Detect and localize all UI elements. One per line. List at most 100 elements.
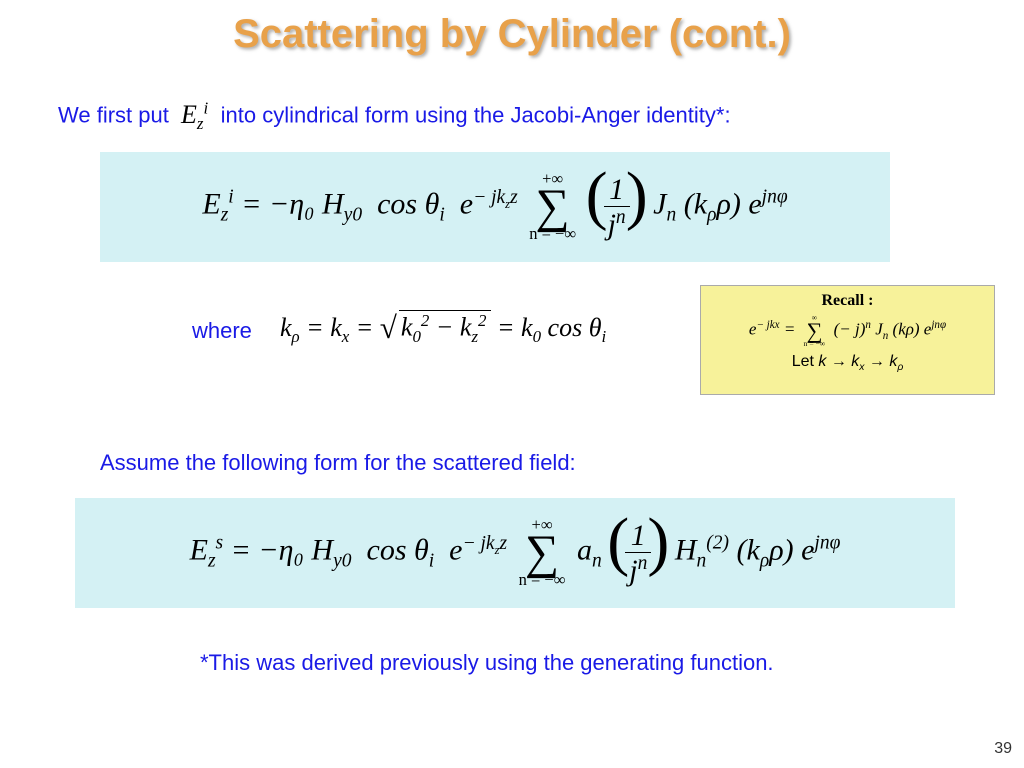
rc-sumb: n = −∞ <box>804 340 826 348</box>
kr-ras: 0 <box>412 327 420 346</box>
equation-2: Ezs = −η₀ Hy0 cos θi e− jkzz +∞ ∑ n = −∞… <box>190 517 841 588</box>
sigma-icon: ∑ <box>519 534 566 572</box>
rc-arg: (kρ) e <box>893 320 932 339</box>
e1-arg: (k <box>684 188 707 221</box>
e2-sumb: n = −∞ <box>519 572 566 589</box>
e2-arg: (k <box>737 534 760 567</box>
e2-dens: n <box>638 553 648 574</box>
e2-Hs: n <box>697 551 707 572</box>
kr-rbs: z <box>471 327 478 346</box>
e1-exp2: e <box>748 188 761 221</box>
krho-equation: kρ = kx = √k02 − kz2 = k0 cos θi <box>280 310 606 347</box>
e2-lhs: E <box>190 534 208 567</box>
e1-cossub: i <box>439 205 444 226</box>
where-label: where <box>192 318 252 344</box>
e2-a: a <box>577 534 592 567</box>
kr-eq2: = <box>356 313 380 342</box>
assume-text: Assume the following form for the scatte… <box>100 450 576 476</box>
equation-1: Ezi = −η₀ Hy0 cos θi e− jkzz +∞ ∑ n = −∞… <box>202 171 787 242</box>
sigma-icon: ∑ <box>804 322 826 340</box>
e2-frac: 1 jn <box>625 519 651 587</box>
e1-sumbot: n = −∞ <box>529 226 576 243</box>
rc-exps: jnφ <box>931 319 946 331</box>
e2-exp1: e <box>449 534 462 567</box>
e1-num: 1 <box>604 173 630 207</box>
kr-k1s: ρ <box>292 327 300 346</box>
page-number: 39 <box>994 740 1012 758</box>
e2-sum: +∞ ∑ n = −∞ <box>519 517 566 588</box>
e2-lhsp: s <box>216 533 224 554</box>
kr-sqrt: k02 − kz2 <box>399 310 491 347</box>
kr-eq: = k <box>306 313 342 342</box>
rc-Js: n <box>883 330 889 342</box>
intro-post: into cylindrical form using the Jacobi-A… <box>221 103 731 128</box>
recall-box: Recall : e− jkx = ∞ ∑ n = −∞ (− j)n Jn (… <box>700 285 995 395</box>
e1-exp1s: − jk <box>473 187 505 208</box>
kr-k3s: 0 <box>533 327 541 346</box>
e1-exp1: e <box>460 188 473 221</box>
e2-coss: i <box>429 551 434 572</box>
rc-eq: = <box>784 320 800 339</box>
e1-denb: j <box>608 208 616 241</box>
sym-sup: i <box>203 98 208 117</box>
kr-k2s: x <box>342 327 350 346</box>
e2-lhss: z <box>208 551 216 572</box>
e2-exp2: e <box>801 534 814 567</box>
slide-title: Scattering by Cylinder (cont.) <box>0 0 1024 57</box>
e1-sum: +∞ ∑ n = −∞ <box>529 171 576 242</box>
recall-eq: e− jkx = ∞ ∑ n = −∞ (− j)n Jn (kρ) ejnφ <box>709 314 986 347</box>
rc-J: J <box>875 320 883 339</box>
e2-exp2s: jnφ <box>814 533 840 554</box>
e1-dens: n <box>616 207 626 228</box>
kr-min: − k <box>429 313 471 342</box>
e1-pre: = −η₀ H <box>241 188 343 221</box>
e2-hsub: y0 <box>333 551 351 572</box>
kr-k1: k <box>280 313 292 342</box>
intro-text: We first put Ezi into cylindrical form u… <box>58 98 731 134</box>
equation-box-1: Ezi = −η₀ Hy0 cos θi e− jkzz +∞ ∑ n = −∞… <box>100 152 890 262</box>
e1-exp2s: jnφ <box>762 187 788 208</box>
e2-argt: ρ) <box>769 534 793 567</box>
e2-den: jn <box>625 553 651 587</box>
rc-letpre: Let <box>792 353 819 370</box>
kr-cos: cos θ <box>548 313 602 342</box>
rc-t1: (− j) <box>834 320 866 339</box>
e2-e1st: z <box>500 533 508 554</box>
rc-letb: k → k <box>818 353 859 370</box>
kr-rbp: 2 <box>478 311 486 330</box>
recall-header: Recall : <box>709 292 986 310</box>
e1-lhs-sup: i <box>228 187 233 208</box>
e1-hsub: y0 <box>344 205 362 226</box>
e2-denb: j <box>629 554 637 587</box>
rc-lets2: ρ <box>897 363 903 374</box>
e1-cos: cos θ <box>377 188 439 221</box>
e2-as: n <box>592 551 602 572</box>
intro-symbol: Ezi <box>175 100 221 129</box>
e2-H: H <box>675 534 697 567</box>
rc-leta: → k <box>864 353 897 370</box>
kr-eq3: = k <box>497 313 533 342</box>
e2-cos: cos θ <box>367 534 429 567</box>
e2-e1s: − jk <box>462 533 494 554</box>
kr-ra: k <box>401 313 413 342</box>
footnote: *This was derived previously using the g… <box>200 650 774 676</box>
e1-lhs-sub: z <box>221 205 229 226</box>
recall-let: Let k → kx → kρ <box>709 353 986 373</box>
rc-lhss: − jkx <box>756 319 779 331</box>
e1-den: jn <box>604 207 630 241</box>
sym-base: E <box>181 100 197 129</box>
e1-J: J <box>653 188 666 221</box>
e1-exp1st: z <box>510 187 518 208</box>
rc-t1s: n <box>865 319 871 331</box>
e1-paren: 1 jn <box>590 173 644 241</box>
sqrt-icon: √ <box>380 310 397 345</box>
sigma-icon: ∑ <box>529 188 576 226</box>
e2-Hp: (2) <box>706 533 729 554</box>
e1-frac: 1 jn <box>604 173 630 241</box>
e2-num: 1 <box>625 519 651 553</box>
rc-sum: ∞ ∑ n = −∞ <box>804 314 826 347</box>
e1-Jsub: n <box>667 205 677 226</box>
e2-pre: = −η₀ H <box>231 534 333 567</box>
equation-box-2: Ezs = −η₀ Hy0 cos θi e− jkzz +∞ ∑ n = −∞… <box>75 498 955 608</box>
intro-pre: We first put <box>58 103 169 128</box>
